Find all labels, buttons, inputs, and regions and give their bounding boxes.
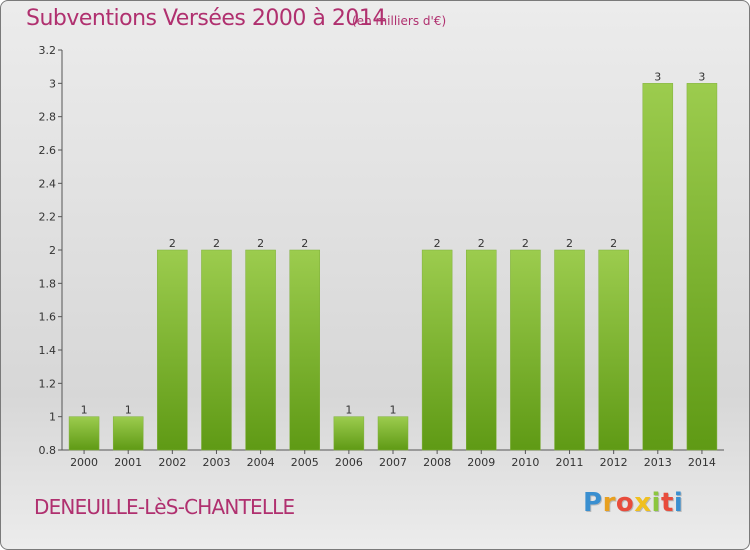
x-tick-label-2005: 2005 — [291, 456, 319, 469]
bar-2007 — [377, 416, 409, 451]
data-label-2007: 1 — [390, 404, 397, 417]
data-label-2005: 2 — [301, 237, 308, 250]
bar-2006 — [333, 416, 365, 451]
commune-name: DENEUILLE-LèS-CHANTELLE — [34, 495, 295, 519]
logo-letter: o — [615, 488, 635, 518]
logo-letter: x — [634, 488, 652, 518]
bar-2001 — [112, 416, 144, 451]
x-tick-label-2008: 2008 — [423, 456, 451, 469]
bar-2008 — [421, 249, 453, 451]
logo-letter: i — [673, 488, 684, 518]
y-tick-label: 1.2 — [39, 377, 57, 390]
data-label-2001: 1 — [125, 404, 132, 417]
bar-2014 — [686, 83, 718, 451]
chart-title: Subventions Versées 2000 à 2014 — [26, 6, 386, 31]
x-tick-label-2007: 2007 — [379, 456, 407, 469]
data-label-2008: 2 — [434, 237, 441, 250]
logo-letter: P — [583, 488, 603, 518]
bar-2010 — [510, 249, 541, 451]
x-tick-label-2006: 2006 — [335, 456, 363, 469]
y-tick-label: 1.8 — [39, 277, 57, 290]
data-label-2006: 1 — [345, 404, 352, 417]
y-tick-label: 3 — [49, 77, 56, 90]
chart-subtitle: (en milliers d'€) — [352, 14, 447, 28]
data-label-2009: 2 — [478, 237, 485, 250]
x-tick-label-2003: 2003 — [202, 456, 230, 469]
data-label-2013: 3 — [654, 70, 661, 83]
x-tick-label-2011: 2011 — [556, 456, 584, 469]
y-tick-label: 2 — [49, 244, 56, 257]
bar-2003 — [201, 249, 232, 451]
data-label-2002: 2 — [169, 237, 176, 250]
y-tick-label: 2.6 — [39, 144, 57, 157]
x-tick-label-2010: 2010 — [511, 456, 539, 469]
bar-2000 — [68, 416, 100, 451]
x-tick-label-2013: 2013 — [644, 456, 672, 469]
bar-2009 — [466, 249, 497, 451]
y-tick-label: 3.2 — [39, 44, 57, 57]
y-tick-label: 2.8 — [39, 111, 57, 124]
data-label-2012: 2 — [610, 237, 617, 250]
x-tick-label-2009: 2009 — [467, 456, 495, 469]
x-tick-label-2014: 2014 — [688, 456, 716, 469]
y-tick-label: 1.4 — [39, 344, 57, 357]
y-tick-label: 1 — [49, 411, 56, 424]
bar-2004 — [245, 249, 276, 451]
data-label-2004: 2 — [257, 237, 264, 250]
y-tick-label: 2.2 — [39, 211, 57, 224]
bar-2013 — [642, 83, 674, 451]
bar-2012 — [598, 249, 629, 451]
x-tick-label-2001: 2001 — [114, 456, 142, 469]
data-label-2003: 2 — [213, 237, 220, 250]
data-label-2010: 2 — [522, 237, 529, 250]
data-label-2011: 2 — [566, 237, 573, 250]
proxiti-logo: Proxiti — [583, 488, 683, 518]
logo-letter: r — [602, 488, 616, 518]
data-label-2000: 1 — [81, 404, 88, 417]
bar-2002 — [157, 249, 188, 451]
x-tick-label-2012: 2012 — [600, 456, 628, 469]
bar-2005 — [289, 249, 320, 451]
y-tick-label: 0.8 — [39, 444, 57, 457]
y-tick-label: 2.4 — [39, 177, 57, 190]
x-tick-label-2000: 2000 — [70, 456, 98, 469]
x-tick-label-2004: 2004 — [247, 456, 275, 469]
logo-letter: i — [651, 488, 661, 518]
logo-letter: t — [660, 488, 674, 518]
data-label-2014: 3 — [698, 70, 705, 83]
y-tick-label: 1.6 — [39, 311, 57, 324]
x-tick-label-2002: 2002 — [158, 456, 186, 469]
bar-2011 — [554, 249, 585, 451]
